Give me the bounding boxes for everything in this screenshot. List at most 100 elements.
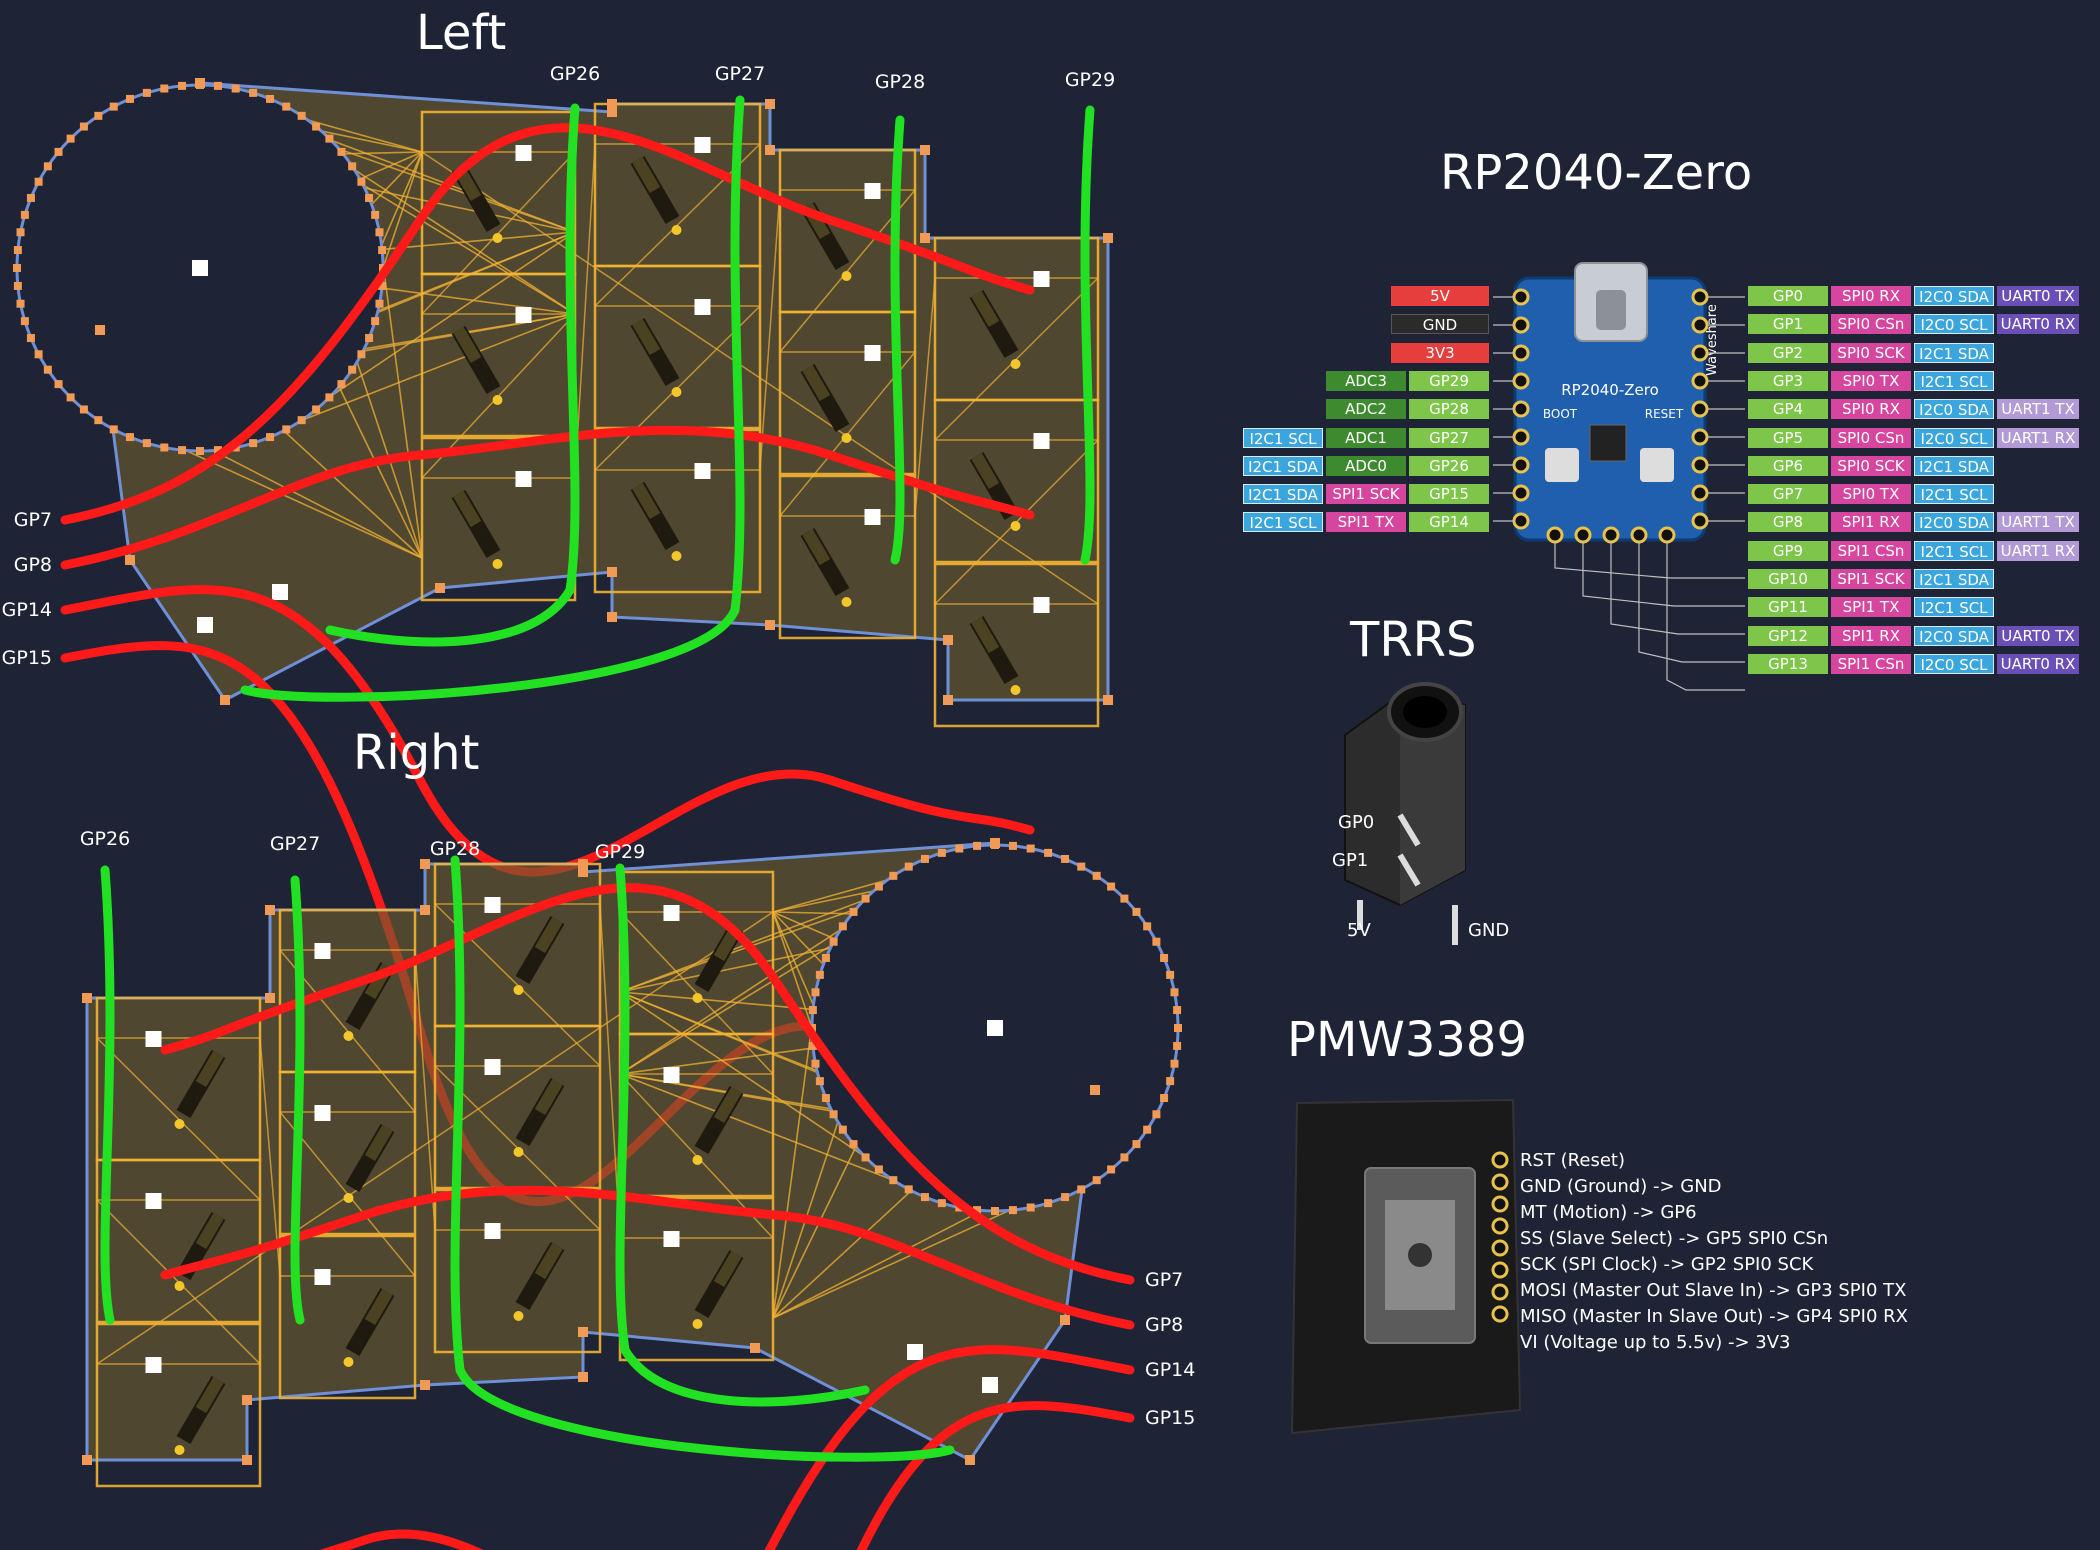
row-label: GP8 (14, 554, 52, 576)
plate-web-line (96, 911, 774, 1365)
reset-button-icon (1640, 448, 1674, 482)
key-switch-outline (933, 562, 1100, 728)
diode-pad (174, 1281, 185, 1291)
pin-label-gp26: GP26 (1409, 455, 1489, 476)
pin-label-spi0-csn: SPI0 CSn (1831, 427, 1911, 448)
plate-web-line (599, 903, 621, 1239)
plate-web-line (421, 151, 1099, 605)
pin-label-spi0-tx: SPI0 TX (1831, 484, 1911, 505)
diode-body (632, 482, 661, 520)
key-marker (694, 137, 711, 153)
outline-node (1103, 233, 1113, 243)
outline-node (125, 433, 134, 442)
outline-node (1026, 1203, 1035, 1212)
outline-node (1173, 1006, 1182, 1015)
pin-label-spi0-tx: SPI0 TX (1831, 370, 1911, 391)
outline-node (1160, 1094, 1169, 1103)
outline-node (348, 365, 357, 374)
pin-leader-line (1610, 542, 1745, 635)
diode-pad (174, 1445, 185, 1455)
plate-web-line (759, 189, 781, 471)
pin-label-i2c1-sda: I2C1 SDA (1914, 342, 1994, 363)
pin-label-i2c1-sda: I2C1 SDA (1243, 455, 1323, 476)
outline-node (1143, 1125, 1152, 1134)
outline-node (213, 81, 222, 90)
outline-node (578, 1327, 588, 1337)
right-half-plate: GP29 GP28 GP27 GP26 GP7 GP8 GP14 GP15 (80, 828, 1195, 1550)
pin-label-gp10: GP10 (1748, 569, 1828, 589)
key-marker (663, 1067, 680, 1083)
outline-node (861, 1153, 870, 1162)
key-marker (864, 509, 881, 525)
trrs-pin-label: 5V (1347, 920, 1371, 941)
column-label: GP29 (1065, 69, 1115, 91)
outline-node (838, 922, 847, 931)
diode-body (453, 326, 482, 364)
trrs-jack: GP0 GP1 5V GND (1332, 682, 1509, 945)
outline-node (920, 1193, 929, 1202)
pin-label-i2c1-scl: I2C1 SCL (1914, 484, 1994, 505)
key-marker (694, 463, 711, 479)
thumb-key-marker (907, 1344, 923, 1360)
outline-node (943, 635, 953, 645)
outline-node (420, 905, 430, 915)
outline-node (297, 111, 306, 120)
outline-node (1044, 1199, 1053, 1208)
pmw-title: PMW3389 (1287, 1012, 1527, 1068)
chip (1589, 424, 1627, 462)
key-switch-outline (95, 1158, 262, 1324)
outline-node (1132, 907, 1141, 916)
pin-label-gp5: GP5 (1748, 427, 1828, 448)
row-label: GP15 (1145, 1407, 1195, 1429)
outline-node (26, 334, 35, 343)
outline-node (1077, 862, 1086, 871)
pin-hole (1691, 344, 1709, 362)
outline-node (13, 264, 21, 272)
pin-label-i2c1-scl: I2C1 SCL (1243, 512, 1323, 533)
pin-hole (1512, 512, 1530, 530)
row-wire (319, 1345, 1135, 1550)
pin-hole (1691, 484, 1709, 502)
key-marker (145, 1031, 162, 1047)
outline-node (578, 859, 588, 869)
plate-web-line (259, 1037, 281, 1277)
pin-label-gp9: GP9 (1748, 540, 1828, 561)
pin-hole (1574, 526, 1592, 544)
outline-node (829, 937, 838, 946)
outline-node (765, 620, 775, 630)
trrs-title: TRRS (1350, 612, 1477, 668)
outline-node (1120, 894, 1129, 903)
pmw-lens (1408, 1243, 1432, 1267)
row-wire (160, 883, 1135, 1285)
outline-node (312, 405, 321, 414)
row-wire (60, 123, 1035, 525)
diode-pad (692, 993, 703, 1003)
trrs-pin (1397, 853, 1421, 887)
pmw-pin-note: SS (Slave Select) -> GP5 SPI0 CSn (1520, 1228, 1829, 1249)
pin-label-spi1-rx: SPI1 RX (1831, 512, 1911, 533)
pin-label-uart0-tx: UART0 TX (1997, 625, 2079, 646)
pin-label-i2c1-sda: I2C1 SDA (1243, 484, 1323, 505)
diode-pad (174, 1119, 185, 1129)
diode-pad (343, 1357, 354, 1367)
outline-node (66, 393, 75, 402)
diode-pad (343, 1193, 354, 1203)
pmw-pin-hole (1491, 1173, 1509, 1191)
pin-hole (1512, 344, 1530, 362)
diode-body (534, 1242, 563, 1280)
outline-node (904, 862, 913, 871)
outline-node (265, 993, 275, 1003)
outline-node (920, 145, 930, 155)
rp2040-board: Waveshare RP2040-Zero BOOT RESET (1493, 262, 1745, 691)
outline-node (196, 447, 204, 455)
outline-node (937, 848, 946, 857)
trrs-pin-label: GND (1468, 920, 1509, 941)
outline-node (578, 867, 588, 877)
outline-node (811, 988, 820, 997)
pin-label-spi1-csn: SPI1 CSn (1831, 653, 1911, 674)
diode-pad (841, 271, 852, 281)
row-label: GP14 (2, 599, 52, 621)
diode-body (802, 528, 831, 566)
pin-label-spi1-csn: SPI1 CSn (1831, 540, 1911, 561)
